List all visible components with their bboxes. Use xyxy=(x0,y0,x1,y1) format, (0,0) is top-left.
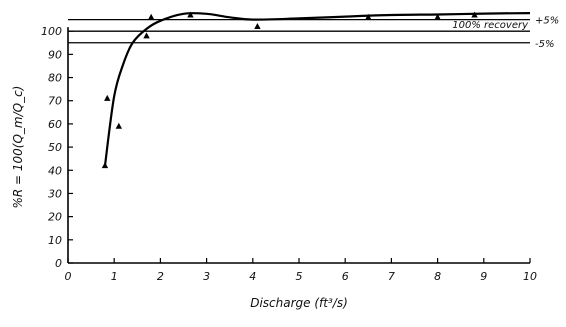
data-point xyxy=(471,11,478,18)
y-tick-label: 20 xyxy=(48,211,62,224)
reference-line-label: +5% xyxy=(535,16,559,27)
x-tick-label: 5 xyxy=(296,270,303,283)
x-tick-label: 9 xyxy=(480,270,487,283)
data-point xyxy=(143,32,150,39)
y-axis-title: %R = 100(Q_m/Q_c) xyxy=(11,86,25,209)
y-tick-label: 80 xyxy=(48,72,62,85)
data-point xyxy=(147,13,155,20)
reference-line-label: 100% recovery xyxy=(452,20,529,31)
x-tick-label: 10 xyxy=(523,270,537,283)
x-tick-label: 6 xyxy=(342,270,349,283)
x-tick-label: 1 xyxy=(111,270,118,283)
x-axis-title: Discharge (ft³/s) xyxy=(250,296,348,310)
y-tick-label: 60 xyxy=(48,118,62,131)
x-tick-label: 3 xyxy=(203,270,210,283)
y-tick-label: 40 xyxy=(48,164,62,177)
x-tick-label: 7 xyxy=(388,270,395,283)
y-tick-label: 90 xyxy=(48,48,62,61)
data-point xyxy=(115,122,123,129)
y-tick-label: 10 xyxy=(48,234,62,247)
y-tick-label: 30 xyxy=(48,187,62,200)
data-point xyxy=(104,94,111,101)
x-tick-label: 2 xyxy=(157,270,164,283)
x-tick-label: 4 xyxy=(249,270,256,283)
data-point xyxy=(101,162,109,169)
data-point xyxy=(434,13,441,20)
data-point xyxy=(254,23,261,30)
x-tick-label: 8 xyxy=(434,270,441,283)
data-point xyxy=(187,11,194,18)
data-point xyxy=(365,13,372,20)
y-tick-label: 70 xyxy=(48,95,62,108)
fitted-curve xyxy=(103,12,531,166)
x-tick-label: 0 xyxy=(65,270,72,283)
y-tick-label: 0 xyxy=(55,257,62,270)
y-tick-label: 100 xyxy=(41,25,62,38)
y-tick-label: 50 xyxy=(48,141,62,154)
data-points xyxy=(101,11,478,169)
reference-line-label: -5% xyxy=(535,39,554,50)
